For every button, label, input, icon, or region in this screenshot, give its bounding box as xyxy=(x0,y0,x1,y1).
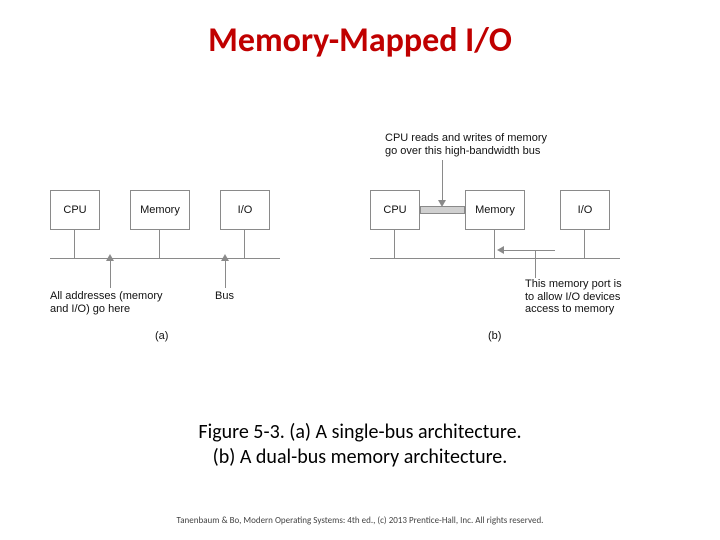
annot-b-right-l1: This memory port is xyxy=(525,278,622,290)
slide-title: Memory-Mapped I/O xyxy=(0,0,720,61)
box-cpu-a: CPU xyxy=(50,190,100,230)
diagram-b: CPU Memory I/O CPU reads and writes of m… xyxy=(370,120,670,370)
box-memory-b: Memory xyxy=(465,190,525,230)
copyright-footer: Tanenbaum & Bo, Modern Operating Systems… xyxy=(0,515,720,526)
annot-b-right-l3: access to memory xyxy=(525,303,614,315)
diagram-a: CPU Memory I/O All addresses (memory and… xyxy=(50,120,330,370)
figure-area: CPU Memory I/O All addresses (memory and… xyxy=(50,120,670,370)
caption-line2: (b) A dual-bus memory architecture. xyxy=(213,445,508,469)
box-io-a: I/O xyxy=(220,190,270,230)
annot-b-top-l2: go over this high-bandwidth bus xyxy=(385,145,540,157)
sub-label-a: (a) xyxy=(155,330,168,342)
figure-caption: Figure 5-3. (a) A single-bus architectur… xyxy=(0,420,720,470)
annot-a-line2: and I/O) go here xyxy=(50,303,130,315)
annot-b-top-l1: CPU reads and writes of memory xyxy=(385,132,547,144)
sub-label-b: (b) xyxy=(488,330,501,342)
high-bandwidth-bus xyxy=(420,206,465,214)
box-io-b: I/O xyxy=(560,190,610,230)
caption-line1: Figure 5-3. (a) A single-bus architectur… xyxy=(198,420,521,444)
bus-label-a: Bus xyxy=(215,290,234,303)
box-cpu-b: CPU xyxy=(370,190,420,230)
box-memory-a: Memory xyxy=(130,190,190,230)
annot-b-right-l2: to allow I/O devices xyxy=(525,291,620,303)
annot-a-line1: All addresses (memory xyxy=(50,290,162,302)
